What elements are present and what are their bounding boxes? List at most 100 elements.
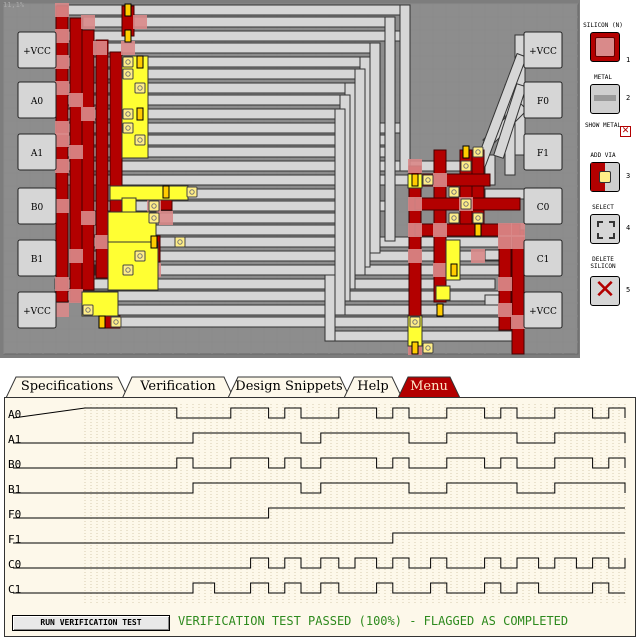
via-hole bbox=[463, 163, 469, 169]
waveform-c0 bbox=[13, 557, 626, 569]
silicon-contact bbox=[81, 15, 95, 29]
time-gridlines bbox=[84, 404, 626, 603]
transistor-gate bbox=[124, 29, 132, 43]
via-hole bbox=[113, 319, 119, 325]
tab-specifications[interactable]: Specifications bbox=[6, 376, 128, 398]
circuit-board[interactable]: +VCC A0 A1 B0 B1 +VCC +VCC F0 F1 C0 C1 +VCC 11,1% bbox=[0, 0, 582, 358]
io-pin[interactable]: F1 bbox=[523, 133, 563, 171]
tool-shortcut: 3 bbox=[626, 172, 631, 180]
via bbox=[174, 236, 186, 248]
select-icon bbox=[590, 214, 620, 244]
io-pin-body bbox=[17, 239, 57, 277]
io-pin[interactable]: A0 bbox=[17, 81, 57, 119]
silicon-contact bbox=[93, 41, 107, 55]
tab-label: Design Snippets bbox=[235, 379, 343, 394]
io-pin-body bbox=[17, 187, 57, 225]
io-pin[interactable]: +VCC bbox=[523, 31, 563, 69]
silicon-contact bbox=[69, 93, 83, 107]
tab-menu[interactable]: Menu bbox=[398, 376, 460, 398]
silicon-trace bbox=[95, 39, 109, 279]
io-pin[interactable]: A1 bbox=[17, 133, 57, 171]
silicon-contact bbox=[408, 159, 422, 173]
silicon-trace bbox=[81, 29, 95, 291]
silicon-contact bbox=[69, 289, 83, 303]
metal-wire bbox=[494, 84, 526, 158]
tab-verification[interactable]: Verification bbox=[122, 376, 234, 398]
metal-wire bbox=[474, 54, 526, 172]
tab-shape bbox=[344, 376, 402, 398]
signal-label: A1 bbox=[8, 433, 22, 446]
tool-label: METAL bbox=[593, 74, 613, 81]
tab-label: Specifications bbox=[20, 379, 114, 394]
io-pin-body bbox=[523, 291, 563, 329]
tab-help[interactable]: Help bbox=[344, 376, 402, 398]
tab-bar: Specifications Verification Design Snipp… bbox=[0, 372, 640, 398]
tool-label: DELETE SILICON bbox=[590, 256, 616, 270]
silicon-contact bbox=[81, 107, 95, 121]
silicon-contact bbox=[498, 235, 512, 249]
via-hole bbox=[137, 253, 143, 259]
via bbox=[148, 212, 160, 224]
signal-label: F1 bbox=[8, 533, 22, 546]
silicon-contact bbox=[55, 159, 69, 173]
silicon-contact bbox=[81, 211, 95, 225]
via-hole bbox=[85, 307, 91, 313]
via bbox=[460, 198, 472, 210]
signal-label: B0 bbox=[8, 458, 22, 471]
io-pin[interactable]: +VCC bbox=[17, 291, 57, 329]
transistor-gate bbox=[124, 3, 132, 17]
silicon-contact bbox=[55, 133, 69, 147]
silicon-contact bbox=[433, 263, 447, 277]
io-pin[interactable]: B1 bbox=[17, 239, 57, 277]
tab-shape bbox=[6, 376, 128, 398]
io-pin-body bbox=[17, 291, 57, 329]
io-pin[interactable]: F0 bbox=[523, 81, 563, 119]
show-metal-checkbox-icon[interactable]: ✕ bbox=[620, 126, 631, 137]
verification-panel bbox=[4, 397, 636, 637]
via-hole bbox=[125, 59, 131, 65]
waveform-c1 bbox=[13, 582, 625, 594]
via-hole bbox=[137, 137, 143, 143]
via bbox=[448, 186, 460, 198]
n-silicon-region bbox=[435, 285, 451, 301]
io-pin[interactable]: B0 bbox=[17, 187, 57, 225]
via bbox=[422, 174, 434, 186]
tool-shortcut: 2 bbox=[626, 94, 631, 102]
via-hole bbox=[137, 85, 143, 91]
io-pin[interactable]: C0 bbox=[523, 187, 563, 225]
tab-shape bbox=[122, 376, 234, 398]
via bbox=[186, 186, 198, 198]
circuit-grid[interactable]: +VCC A0 A1 B0 B1 +VCC +VCC F0 F1 C0 C1 +VCC bbox=[0, 0, 582, 358]
io-pin-body bbox=[523, 239, 563, 277]
via bbox=[472, 146, 484, 158]
verification-status: VERIFICATION TEST PASSED (100%) - FLAGGE… bbox=[178, 614, 569, 628]
io-pin-label: +VCC bbox=[529, 307, 557, 317]
silicon-contact bbox=[55, 29, 69, 43]
waveform-a0 bbox=[12, 407, 626, 419]
via-hole bbox=[177, 239, 183, 245]
silicon-contact bbox=[511, 223, 525, 237]
transistor-gate bbox=[98, 315, 106, 329]
transistor-gate bbox=[436, 303, 444, 317]
io-pin[interactable]: +VCC bbox=[523, 291, 563, 329]
io-pin[interactable]: C1 bbox=[523, 239, 563, 277]
silicon-contact bbox=[471, 249, 485, 263]
signal-label: A0 bbox=[8, 408, 22, 421]
silicon-contact bbox=[95, 235, 109, 249]
io-pin[interactable]: +VCC bbox=[17, 31, 57, 69]
via-layer bbox=[82, 56, 484, 354]
transistor-gate bbox=[411, 341, 419, 355]
via bbox=[409, 316, 421, 328]
waveform-b1 bbox=[13, 482, 626, 494]
tab-design-snippets[interactable]: Design Snippets bbox=[228, 376, 350, 398]
silicon-contact bbox=[69, 145, 83, 159]
silicon-contact bbox=[159, 211, 173, 225]
run-verification-button[interactable]: RUN VERIFICATION TEST bbox=[12, 615, 170, 631]
waveform-f1 bbox=[13, 532, 625, 544]
silicon-n-swatch-icon bbox=[590, 32, 620, 62]
via bbox=[460, 160, 472, 172]
tool-label: SELECT bbox=[592, 204, 614, 211]
n-silicon-region bbox=[107, 211, 157, 243]
io-pin-label: B0 bbox=[31, 203, 44, 213]
tool-label: SILICON (N) bbox=[583, 22, 623, 29]
